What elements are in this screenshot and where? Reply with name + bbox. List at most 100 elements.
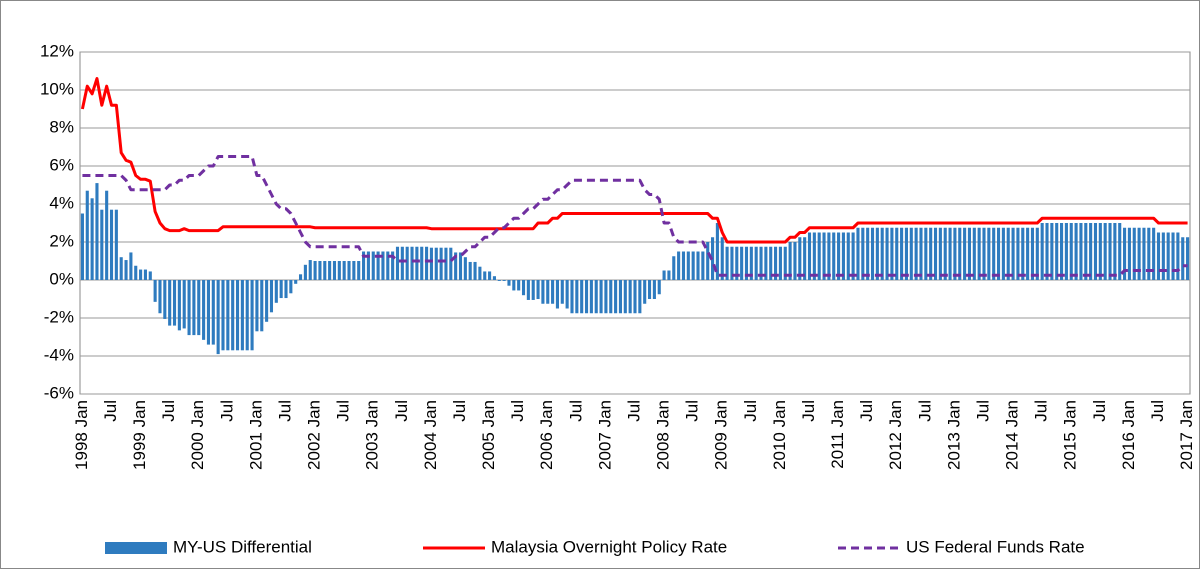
bar [362,251,366,280]
legend-label: Malaysia Overnight Policy Rate [491,537,727,556]
bar [531,280,535,300]
bar [231,280,235,351]
bar [458,252,463,280]
bar [749,246,753,280]
bar [134,265,138,280]
bar [1001,227,1005,280]
bar [410,246,414,280]
bar [323,261,327,280]
bar [769,246,773,280]
bar [1103,223,1107,280]
bar [803,237,807,280]
bar [832,232,836,280]
bar [342,261,346,280]
bar [1011,227,1015,280]
bar [963,227,967,280]
bar [512,280,516,291]
bar [85,190,89,280]
bar [555,280,559,309]
bar [798,237,802,280]
bar [1035,227,1039,280]
y-tick-label: 8% [49,117,74,136]
bar [483,271,487,280]
bar [1118,223,1122,280]
bar [405,246,409,280]
bar [226,280,230,351]
bar [696,251,700,280]
line-series [82,155,1188,277]
x-tick-label: 2009 Jan [712,400,731,470]
bar [1074,223,1078,280]
bar [551,280,555,304]
bar [1021,227,1025,280]
bar [807,232,812,280]
bar [677,251,681,280]
bar [1108,223,1112,280]
bar [172,280,177,326]
bar [614,280,618,314]
bar [143,269,147,280]
bar [376,251,380,280]
bar [929,227,933,280]
bar [851,232,855,280]
bar [255,280,259,332]
bar [837,232,841,280]
bar [420,246,424,280]
y-tick-label: -2% [44,307,74,326]
bar [95,183,99,280]
x-tick-label: Jul [508,400,527,422]
bar [381,251,385,280]
bar [245,280,249,351]
bar [1026,227,1030,280]
bar [1069,223,1073,280]
bar [492,276,496,280]
x-tick-label: 2000 Jan [188,400,207,470]
bar [80,213,84,280]
bar [507,280,511,286]
bar [386,251,390,280]
x-tick-label: Jul [566,400,585,422]
bar [168,280,172,326]
bar [604,280,608,314]
x-tick-label: Jul [1090,400,1109,422]
bar [395,246,400,280]
bar [284,280,288,299]
x-tick-label: 2003 Jan [363,400,382,470]
x-tick-label: Jul [450,400,469,422]
x-tick-label: 2013 Jan [944,400,963,470]
x-tick-label: 2012 Jan [886,400,905,470]
x-tick-label: 2017 Jan [1177,400,1196,470]
x-tick-label: Jul [1032,400,1051,422]
bar [856,227,860,280]
bar [560,280,564,304]
bar [875,227,879,280]
bar [1098,223,1102,280]
bar [633,280,637,314]
x-tick-label: 2007 Jan [595,400,614,470]
bar [890,227,894,280]
bar [740,246,744,280]
bar [914,227,918,280]
line-series [80,77,1188,244]
bar [1030,227,1035,280]
bar [100,209,104,280]
bar [992,227,996,280]
bar [488,271,492,280]
bar [735,246,739,280]
x-tick-label: Jul [857,400,876,422]
bar [454,252,458,280]
bar [294,280,298,284]
x-tick-label: 2016 Jan [1119,400,1138,470]
bar [594,280,598,314]
bar [841,232,845,280]
bar [982,227,986,280]
bar [269,280,274,313]
bar [570,280,574,314]
bar [521,280,526,296]
bar [866,227,870,280]
bar [187,280,191,336]
bar [822,232,826,280]
bar [691,251,695,280]
